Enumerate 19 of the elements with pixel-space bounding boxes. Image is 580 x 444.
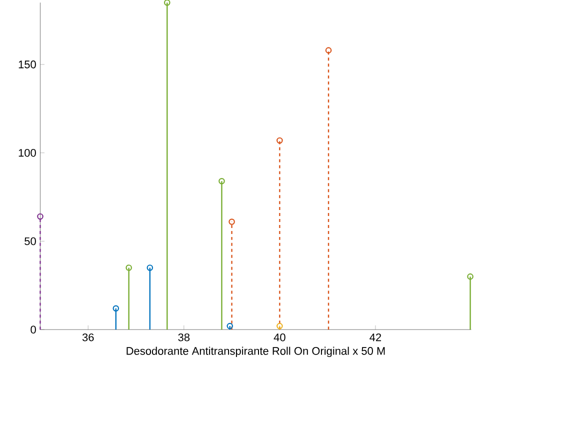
point (276, 137, 283, 144)
y-tick-label: 0 (30, 325, 36, 334)
point (126, 264, 132, 271)
point (164, 0, 170, 6)
y-tick-label: 150 (18, 60, 36, 68)
x-tick-label: 40 (274, 333, 286, 342)
point (37, 213, 44, 220)
x-tick-label: 38 (178, 333, 190, 342)
y-tick-label: 50 (24, 237, 36, 245)
x-tick-label: 36 (82, 333, 94, 342)
point (112, 304, 120, 312)
y-tick-label: 100 (18, 148, 36, 156)
point (325, 46, 332, 54)
x-axis-title: Desodorante Antitranspirante Roll On Original x 50 M (126, 346, 385, 357)
point (228, 218, 235, 225)
x-tick-label: 42 (370, 333, 382, 341)
point (276, 322, 283, 329)
point (146, 264, 154, 271)
point (218, 178, 225, 184)
